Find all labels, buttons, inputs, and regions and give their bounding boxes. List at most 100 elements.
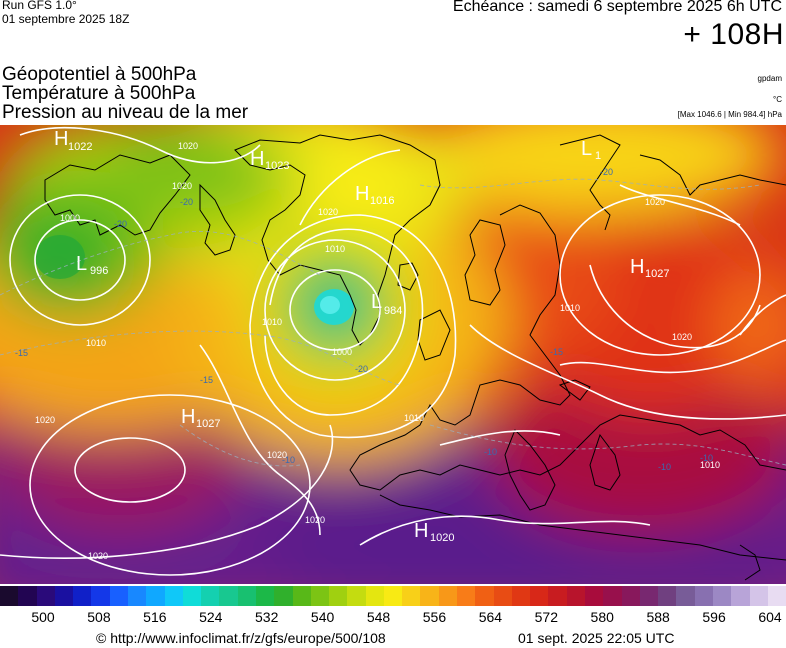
color-swatch: [420, 586, 439, 606]
isobar-label: 1000: [332, 347, 352, 357]
geopotential-field: [0, 125, 786, 584]
isobar-label: 1020: [305, 515, 325, 525]
temperature-label: -15: [200, 375, 213, 385]
color-swatch: [274, 586, 293, 606]
scale-tick-label: 500: [31, 609, 55, 625]
color-swatch: [127, 586, 147, 606]
pressure-center-value: 1020: [430, 532, 454, 544]
scale-tick-label: 596: [702, 609, 726, 625]
isobar-label: 1020: [172, 181, 192, 191]
color-swatch: [639, 586, 659, 606]
pressure-center-type: L: [371, 291, 382, 313]
scale-tick-label: 580: [590, 609, 614, 625]
color-swatch: [603, 586, 622, 606]
color-swatch: [164, 586, 183, 606]
isobar-label: 1020: [178, 141, 198, 151]
color-swatch: [749, 586, 768, 606]
color-swatch: [493, 586, 512, 606]
color-swatch: [73, 586, 92, 606]
pressure-center-type: H: [181, 406, 195, 428]
isobar-label: 1020: [645, 197, 665, 207]
run-date-label: 01 septembre 2025 18Z: [2, 12, 130, 26]
color-swatch: [530, 586, 549, 606]
scale-tick-label: 540: [310, 609, 335, 625]
variable-temperature: Température à 500hPa: [2, 83, 196, 104]
pressure-center-value: 1023: [265, 160, 289, 172]
temperature-contours: [0, 178, 786, 467]
isobar-label: 1020: [35, 415, 55, 425]
isobar-label: 1020: [672, 332, 692, 342]
temperature-labels: -20 -20 -20 -20 -15 -15 -10 -10 -10 -10 …: [15, 167, 713, 472]
temperature-label: -20: [355, 364, 368, 374]
color-swatch: [365, 586, 384, 606]
color-swatch: [457, 586, 476, 606]
isobars: [0, 127, 786, 576]
scale-tick-label: 564: [478, 609, 503, 625]
pressure-center-value: 1: [595, 150, 601, 162]
color-swatch: [585, 586, 604, 606]
source-credit: © http://www.infoclimat.fr/z/gfs/europe/…: [96, 630, 386, 646]
pressure-center-value: 1022: [68, 141, 92, 153]
pressure-center-type: H: [54, 128, 68, 150]
isobar-label: 1020: [318, 207, 338, 217]
color-scale-bar: [0, 586, 786, 606]
variable-pressure: Pression au niveau de la mer: [2, 102, 249, 123]
color-swatch: [54, 586, 74, 606]
unit-pressure: [Max 1046.6 | Min 984.4] hPa: [677, 110, 782, 119]
color-swatch: [767, 586, 786, 606]
isobar-label: 1010: [700, 460, 720, 470]
color-swatch: [91, 586, 110, 606]
isobar-label: 1020: [88, 551, 108, 561]
color-swatch: [694, 586, 713, 606]
scale-tick-label: 604: [758, 609, 782, 625]
color-swatch: [676, 586, 695, 606]
pressure-centers: H 1022 H 1023 H 1016 L 996 L 984 L 1 H 1…: [54, 128, 669, 544]
run-model-label: Run GFS 1.0°: [2, 0, 77, 12]
color-scale-labels: 500 508 516 524 532 540 548 556 564 572 580 588 596 6…: [0, 609, 786, 627]
color-swatch: [658, 586, 677, 606]
isobar-label: 1000: [60, 213, 80, 223]
isobar-label: 1020: [267, 450, 287, 460]
color-swatch: [109, 586, 128, 606]
color-swatch: [511, 586, 531, 606]
scale-tick-label: 548: [366, 609, 391, 625]
isobar-label: 1010: [404, 413, 424, 423]
pressure-center-type: L: [76, 253, 87, 275]
scale-tick-label: 572: [534, 609, 558, 625]
temperature-label: -20: [114, 219, 127, 229]
isobar-label: 1010: [86, 338, 106, 348]
isobar-labels: 1020 1000 1010 1020 1010 1000 1010 1020 …: [35, 141, 720, 561]
coastlines: [44, 134, 786, 581]
pressure-center-value: 996: [90, 265, 108, 277]
temperature-label: -10: [484, 447, 497, 457]
isobar-label: 1010: [262, 317, 282, 327]
scale-tick-label: 516: [143, 609, 167, 625]
scale-tick-label: 588: [646, 609, 670, 625]
color-swatch: [255, 586, 275, 606]
scale-tick-label: 508: [87, 609, 111, 625]
pressure-center-value: 1027: [196, 418, 220, 430]
pressure-center-type: H: [414, 520, 428, 542]
variable-geopotential: Géopotentiel à 500hPa: [2, 64, 197, 85]
color-swatch: [566, 586, 585, 606]
temperature-label: -10: [658, 462, 671, 472]
color-swatch: [292, 586, 311, 606]
color-swatch: [548, 586, 567, 606]
temperature-label: -20: [180, 197, 193, 207]
pressure-center-type: H: [250, 148, 264, 170]
color-swatch: [18, 586, 37, 606]
color-swatch: [731, 586, 750, 606]
color-swatch: [621, 586, 640, 606]
temperature-label: -15: [15, 348, 28, 358]
color-swatch: [438, 586, 458, 606]
temperature-label: -10: [700, 453, 713, 463]
color-swatch: [201, 586, 220, 606]
temperature-label: -20: [600, 167, 613, 177]
color-swatch: [329, 586, 348, 606]
scale-tick-label: 532: [255, 609, 279, 625]
color-swatch: [347, 586, 366, 606]
issued-time: 01 sept. 2025 22:05 UTC: [518, 630, 675, 646]
isobar-label: 1010: [560, 303, 580, 313]
color-swatch: [475, 586, 494, 606]
color-swatch: [402, 586, 421, 606]
